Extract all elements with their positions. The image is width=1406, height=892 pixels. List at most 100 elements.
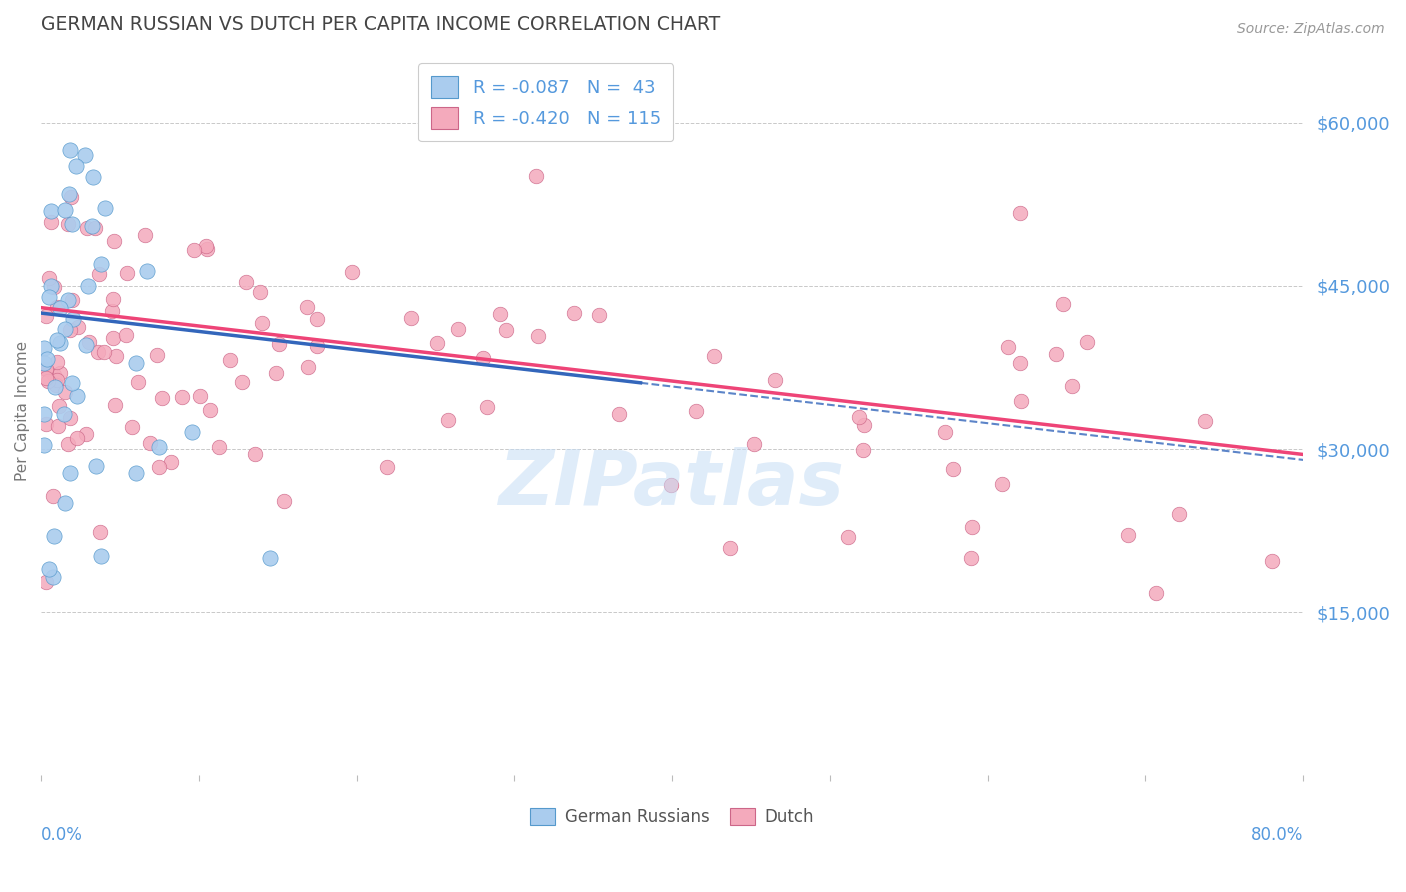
Point xyxy=(59,410,82,425)
Point xyxy=(76,220,98,235)
Point xyxy=(1261,554,1284,568)
Text: 80.0%: 80.0% xyxy=(1251,826,1303,844)
Point xyxy=(58,143,80,157)
Point xyxy=(249,285,271,299)
Point xyxy=(1144,585,1167,599)
Point xyxy=(82,170,104,185)
Point xyxy=(934,425,956,439)
Point xyxy=(32,341,55,355)
Point xyxy=(305,312,328,326)
Point xyxy=(208,440,231,454)
Point xyxy=(115,266,138,280)
Point xyxy=(39,278,62,293)
Point xyxy=(62,376,84,390)
Point xyxy=(58,217,80,231)
Point xyxy=(46,419,69,434)
Point xyxy=(53,496,76,510)
Point xyxy=(991,477,1014,491)
Point xyxy=(562,306,585,320)
Point xyxy=(1168,507,1191,521)
Point xyxy=(87,268,110,282)
Point xyxy=(960,520,983,534)
Point xyxy=(297,360,319,375)
Point xyxy=(45,333,67,347)
Point xyxy=(848,410,870,425)
Point xyxy=(127,376,149,390)
Point xyxy=(59,466,82,480)
Point xyxy=(180,425,202,439)
Point xyxy=(104,398,127,412)
Point xyxy=(125,466,148,480)
Legend: German Russians, Dutch: German Russians, Dutch xyxy=(523,801,821,832)
Point xyxy=(853,418,876,433)
Point xyxy=(42,529,65,543)
Point xyxy=(59,190,82,204)
Point xyxy=(148,460,170,475)
Point xyxy=(45,300,67,314)
Point xyxy=(38,270,60,285)
Point xyxy=(447,322,470,336)
Point xyxy=(38,561,60,575)
Point xyxy=(101,304,124,318)
Point xyxy=(138,436,160,450)
Point xyxy=(659,478,682,492)
Point xyxy=(837,530,859,544)
Point xyxy=(259,550,281,565)
Point xyxy=(75,427,97,442)
Text: Source: ZipAtlas.com: Source: ZipAtlas.com xyxy=(1237,22,1385,37)
Point xyxy=(426,336,449,351)
Point xyxy=(188,389,211,403)
Point xyxy=(44,280,66,294)
Point xyxy=(115,328,138,343)
Point xyxy=(231,376,253,390)
Point xyxy=(219,353,242,368)
Point xyxy=(53,322,76,336)
Point xyxy=(75,148,97,162)
Point xyxy=(101,292,124,306)
Point xyxy=(198,403,221,417)
Point xyxy=(235,275,257,289)
Point xyxy=(1060,379,1083,393)
Point xyxy=(59,323,82,337)
Y-axis label: Per Capita Income: Per Capita Income xyxy=(15,341,30,481)
Point xyxy=(125,356,148,370)
Point xyxy=(852,443,875,458)
Point xyxy=(45,377,67,392)
Text: ZIPatlas: ZIPatlas xyxy=(499,447,845,521)
Point xyxy=(1010,355,1032,369)
Point xyxy=(252,316,274,330)
Point xyxy=(53,384,76,399)
Point xyxy=(35,309,58,323)
Point xyxy=(134,228,156,243)
Point xyxy=(52,407,75,421)
Point xyxy=(80,219,103,233)
Point xyxy=(997,340,1019,354)
Point xyxy=(960,551,983,566)
Point xyxy=(526,169,548,183)
Point xyxy=(60,293,83,307)
Point xyxy=(703,349,725,363)
Point xyxy=(170,390,193,404)
Point xyxy=(942,462,965,476)
Point xyxy=(53,202,76,217)
Point xyxy=(264,366,287,380)
Point xyxy=(46,373,69,387)
Point xyxy=(488,307,510,321)
Point xyxy=(437,413,460,427)
Point xyxy=(685,404,707,418)
Point xyxy=(60,218,83,232)
Point xyxy=(340,265,363,279)
Point xyxy=(183,243,205,257)
Point xyxy=(35,362,58,376)
Point xyxy=(35,351,58,366)
Point xyxy=(84,221,107,235)
Point xyxy=(103,234,125,248)
Point xyxy=(495,322,517,336)
Point xyxy=(273,493,295,508)
Point xyxy=(84,459,107,474)
Point xyxy=(195,242,218,256)
Point xyxy=(66,431,89,445)
Point xyxy=(742,437,765,451)
Point xyxy=(195,239,218,253)
Point xyxy=(41,215,63,229)
